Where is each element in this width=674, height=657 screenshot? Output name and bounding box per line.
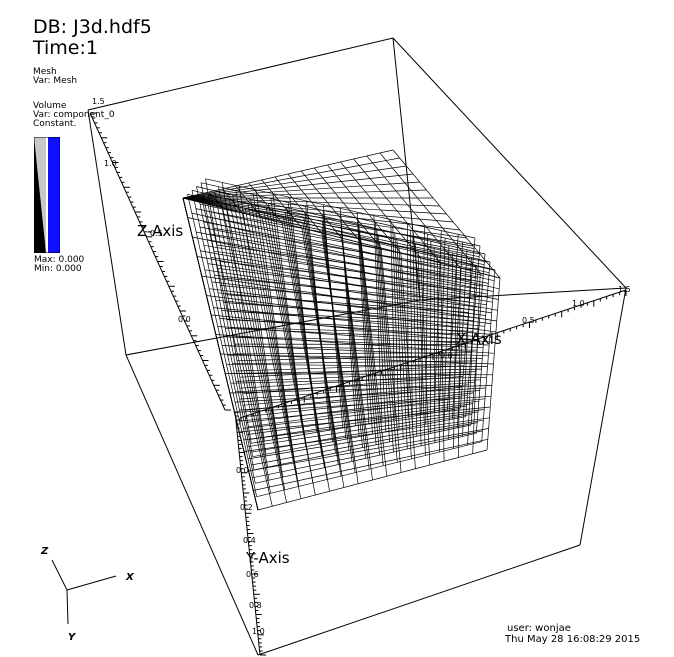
volume-legend-var: Var: component_0 [33,110,115,120]
volume-colorbar [34,137,60,253]
mesh-legend-var: Var: Mesh [33,76,78,86]
mesh-grid [182,149,501,511]
y-axis-tick-label: 0.2 [240,503,253,512]
z-axis-tick-label: 1.0 [104,159,117,168]
volume-legend-min: Min: 0.000 [34,264,82,274]
z-axis-tick-label: 0.5 [150,229,163,238]
triad-x-label: X [125,572,135,583]
user-label: user: wonjae [507,623,571,634]
y-axis-title: Y-Axis [245,549,290,567]
z-axis-tick-label: 1.5 [92,97,105,106]
timestamp-label: Thu May 28 16:08:29 2015 [505,634,641,645]
x-axis-title: X-Axis [456,330,502,348]
triad-z-label: Z [40,546,49,557]
y-axis-tick-label: 1.0 [252,627,265,636]
x-axis-tick-label: 1.5 [618,285,631,294]
x-axis-tick-label: 0.5 [522,316,535,325]
volume-legend-title: Volume [33,101,67,111]
time-label: Time:1 [33,37,98,59]
database-title: DB: J3d.hdf5 [33,16,152,38]
orientation-triad [51,559,117,625]
y-axis-tick-label: 0.0 [236,466,249,475]
z-axis-title: Z-Axis [137,222,183,240]
y-axis-tick-label: 0.6 [246,570,259,579]
x-axis-tick-label: 1.0 [572,299,585,308]
axis-ticks [90,112,627,656]
volume-legend-max: Max: 0.000 [34,255,85,265]
triad-y-label: Y [68,632,77,643]
bounding-box [87,37,627,656]
y-axis-tick-label: 0.4 [243,536,256,545]
volume-legend-mode: Constant. [33,119,77,129]
mesh-legend-title: Mesh [33,67,57,77]
y-axis-tick-label: 0.8 [249,601,262,610]
x-axis-tick-label: 0.0 [440,351,453,360]
z-axis-tick-label: 0.0 [178,315,191,324]
